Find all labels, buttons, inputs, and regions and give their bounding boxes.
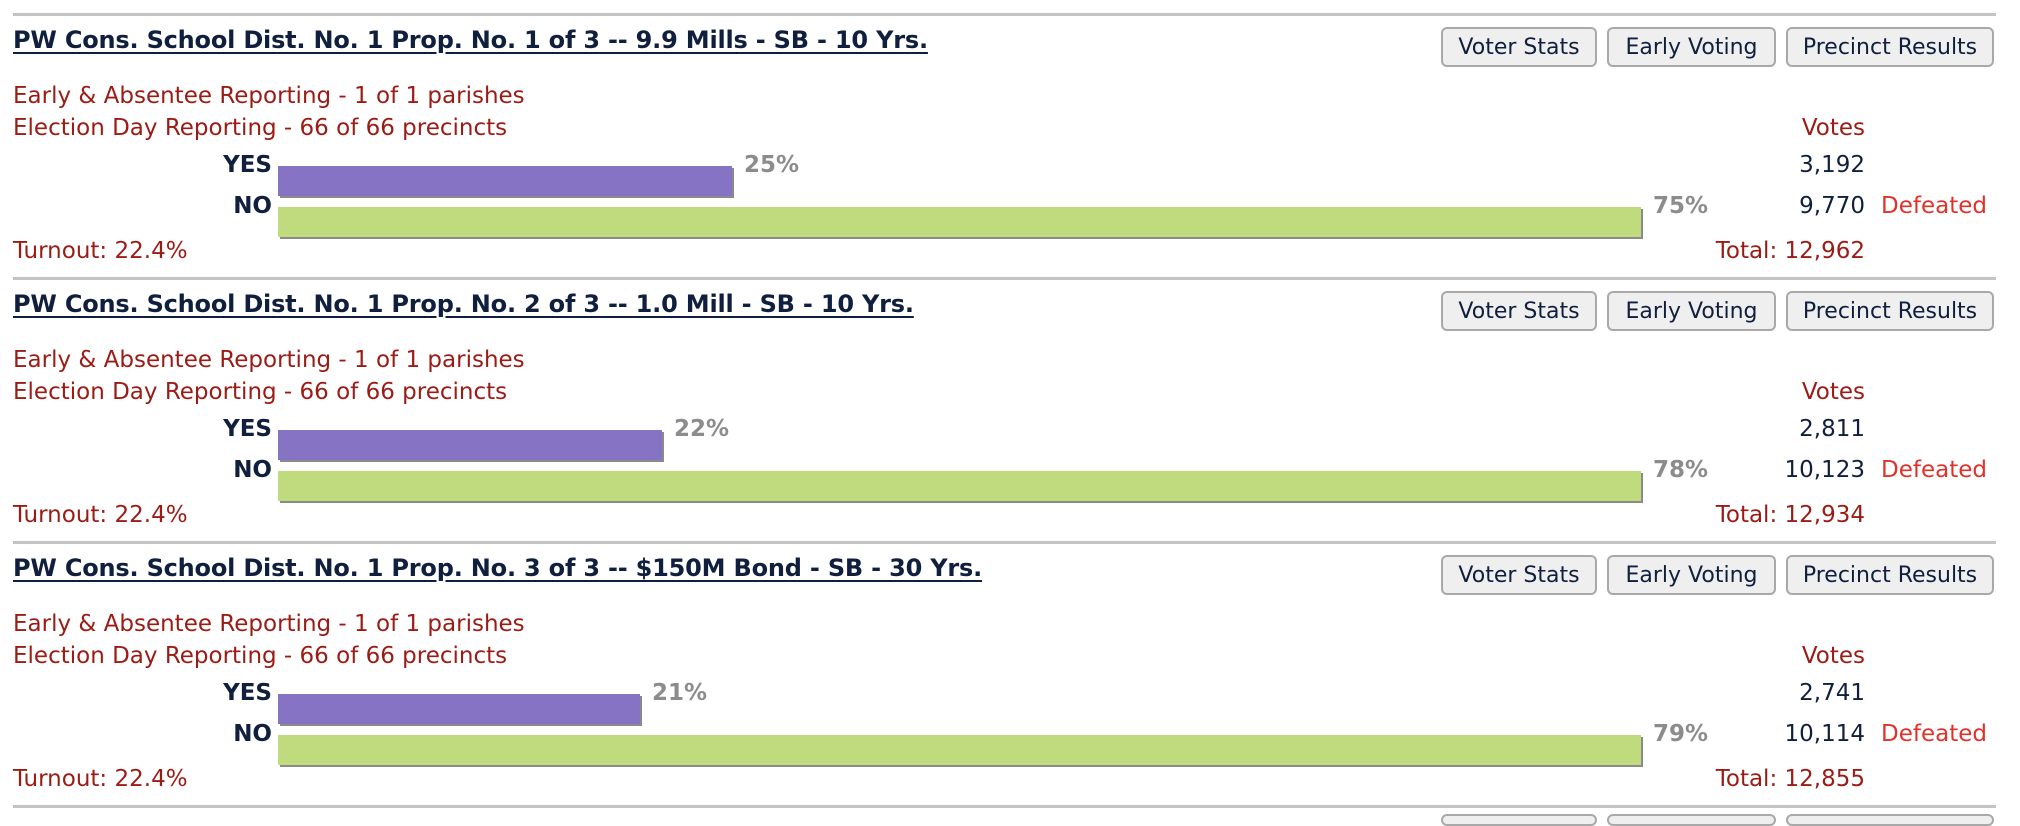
choice-label-yes: YES (223, 680, 272, 706)
voter-stats-button[interactable]: Voter Stats (1441, 555, 1597, 595)
no-percent: 79% (1653, 721, 1709, 747)
yes-percent: 25% (744, 152, 800, 178)
race-title-link[interactable]: PW Cons. School Dist. No. 1 Prop. No. 3 … (13, 554, 983, 582)
voter-stats-button[interactable]: Voter Stats (1441, 291, 1597, 331)
no-bar (278, 735, 1641, 765)
no-votes: 10,114 (1784, 721, 1865, 747)
no-votes: 9,770 (1799, 193, 1865, 219)
precinct-results-button[interactable]: Precinct Results (1786, 291, 1994, 331)
early-absentee-reporting: Early & Absentee Reporting - 1 of 1 pari… (13, 611, 525, 637)
precinct-results-button[interactable]: Precinct Results (1786, 27, 1994, 67)
election-day-reporting: Election Day Reporting - 66 of 66 precin… (13, 643, 508, 669)
race-section: PW Cons. School Dist. No. 1 Prop. No. 1 … (0, 14, 2020, 278)
no-percent: 75% (1653, 193, 1709, 219)
no-votes: 10,123 (1784, 457, 1865, 483)
no-bar (278, 471, 1641, 501)
early-voting-button[interactable]: Early Voting (1607, 555, 1776, 595)
no-percent: 78% (1653, 457, 1709, 483)
election-day-reporting: Election Day Reporting - 66 of 66 precin… (13, 379, 508, 405)
votes-header: Votes (1801, 643, 1865, 669)
precinct-results-button[interactable] (1786, 814, 1994, 826)
votes-header: Votes (1801, 379, 1865, 405)
early-voting-button[interactable] (1607, 814, 1776, 826)
voter-stats-button[interactable] (1441, 814, 1597, 826)
early-voting-button[interactable]: Early Voting (1607, 291, 1776, 331)
early-absentee-reporting: Early & Absentee Reporting - 1 of 1 pari… (13, 83, 525, 109)
total-votes: Total: 12,855 (1715, 766, 1865, 792)
choice-label-no: NO (233, 721, 272, 747)
precinct-results-button[interactable]: Precinct Results (1786, 555, 1994, 595)
yes-votes: 2,811 (1799, 416, 1865, 442)
choice-label-yes: YES (223, 152, 272, 178)
yes-percent: 21% (652, 680, 708, 706)
divider (13, 805, 1996, 808)
yes-bar (278, 694, 640, 724)
divider (13, 13, 1996, 16)
yes-percent: 22% (674, 416, 730, 442)
turnout: Turnout: 22.4% (13, 238, 188, 264)
choice-label-no: NO (233, 457, 272, 483)
yes-votes: 3,192 (1799, 152, 1865, 178)
election-day-reporting: Election Day Reporting - 66 of 66 precin… (13, 115, 508, 141)
divider (13, 277, 1996, 280)
early-absentee-reporting: Early & Absentee Reporting - 1 of 1 pari… (13, 347, 525, 373)
yes-bar (278, 430, 662, 460)
no-bar (278, 207, 1641, 237)
total-votes: Total: 12,962 (1715, 238, 1865, 264)
race-section: PW Cons. School Dist. No. 1 Prop. No. 2 … (0, 278, 2020, 542)
yes-bar (278, 166, 732, 196)
race-section: PW Cons. School Dist. No. 1 Prop. No. 3 … (0, 542, 2020, 806)
choice-label-yes: YES (223, 416, 272, 442)
total-votes: Total: 12,934 (1715, 502, 1865, 528)
race-title-link[interactable]: PW Cons. School Dist. No. 1 Prop. No. 1 … (13, 26, 928, 54)
no-status-defeated: Defeated (1881, 721, 1987, 747)
race-title-link[interactable]: PW Cons. School Dist. No. 1 Prop. No. 2 … (13, 290, 914, 318)
early-voting-button[interactable]: Early Voting (1607, 27, 1776, 67)
voter-stats-button[interactable]: Voter Stats (1441, 27, 1597, 67)
divider (13, 541, 1996, 544)
turnout: Turnout: 22.4% (13, 502, 188, 528)
choice-label-no: NO (233, 193, 272, 219)
turnout: Turnout: 22.4% (13, 766, 188, 792)
no-status-defeated: Defeated (1881, 193, 1987, 219)
yes-votes: 2,741 (1799, 680, 1865, 706)
no-status-defeated: Defeated (1881, 457, 1987, 483)
votes-header: Votes (1801, 115, 1865, 141)
